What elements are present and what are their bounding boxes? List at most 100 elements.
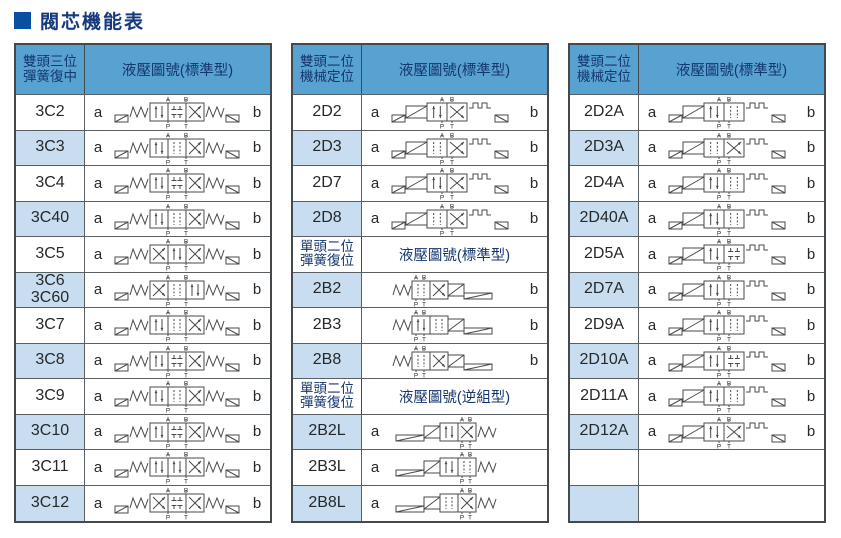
svg-text:B: B [726, 168, 730, 175]
solenoid-b-label: b [252, 210, 262, 228]
svg-text:B: B [183, 488, 187, 495]
solenoid-b-label: b [806, 423, 816, 441]
solenoid-a-label: a [93, 423, 103, 441]
svg-text:T: T [450, 159, 454, 165]
solenoid-b-label: b [252, 494, 262, 512]
svg-text:A: A [165, 416, 170, 423]
solenoid-b-label: b [529, 352, 539, 370]
model-code-cell: 3C7 [16, 308, 85, 343]
svg-text:A: A [716, 97, 721, 104]
svg-text:B: B [449, 97, 453, 104]
table-main-header-row: 雙頭三位 彈簧復中 液壓圖號(標準型) [16, 45, 270, 95]
svg-text:T: T [184, 372, 188, 378]
svg-text:P: P [439, 230, 443, 236]
model-code-cell: 2B2L [293, 414, 362, 449]
solenoid-a-label: a [93, 210, 103, 228]
svg-text:T: T [727, 266, 731, 272]
svg-text:T: T [727, 372, 731, 378]
model-code-cell: 3C8 [16, 343, 85, 378]
svg-text:B: B [183, 97, 187, 104]
table-section-header-row: 單頭二位 彈簧復位 液壓圖號(逆組型) [293, 379, 547, 415]
solenoid-b-label: b [252, 423, 262, 441]
model-code-cell: 3C3 [16, 130, 85, 165]
svg-text:A: A [413, 345, 418, 352]
model-code-cell: 2D2A [570, 95, 639, 130]
solenoid-a-label: a [647, 139, 657, 157]
model-code-cell: 3C6 3C60 [16, 272, 85, 307]
header-diagram-title-cell: 液壓圖號(逆組型) [398, 389, 511, 406]
svg-text:B: B [183, 452, 187, 459]
svg-text:P: P [165, 408, 169, 414]
solenoid-a-label: a [647, 352, 657, 370]
svg-text:B: B [183, 132, 187, 139]
svg-text:B: B [183, 416, 187, 423]
svg-text:P: P [439, 195, 443, 201]
solenoid-a-label: a [370, 174, 380, 192]
svg-text:P: P [459, 479, 463, 485]
page-header: 閥芯機能表 [14, 7, 145, 34]
page-title: 閥芯機能表 [40, 12, 146, 33]
svg-text:P: P [165, 159, 169, 165]
model-code-cell: 2D40A [570, 201, 639, 236]
svg-text:B: B [421, 274, 425, 281]
header-diagram-title-cell: 液壓圖號(標準型) [398, 63, 511, 79]
solenoid-b-label: b [806, 352, 816, 370]
svg-text:B: B [726, 132, 730, 139]
svg-text:B: B [421, 310, 425, 317]
solenoid-b-label: b [806, 281, 816, 299]
svg-text:P: P [716, 195, 720, 201]
table-row: 2D10A a A B P T b [570, 343, 824, 379]
svg-text:A: A [165, 381, 170, 388]
model-code-cell: 2D10A [570, 343, 639, 378]
solenoid-b-label: b [806, 245, 816, 263]
solenoid-b-label: b [806, 174, 816, 192]
model-code-cell: 2D7 [293, 166, 362, 201]
svg-text:A: A [439, 132, 444, 139]
solenoid-a-label: a [647, 210, 657, 228]
svg-text:B: B [467, 416, 471, 423]
model-code-cell: 2D11A [570, 379, 639, 414]
svg-text:B: B [726, 203, 730, 210]
svg-text:P: P [165, 124, 169, 130]
svg-text:P: P [165, 266, 169, 272]
model-code-cell: 3C5 [16, 237, 85, 272]
svg-text:B: B [449, 203, 453, 210]
svg-text:T: T [727, 195, 731, 201]
